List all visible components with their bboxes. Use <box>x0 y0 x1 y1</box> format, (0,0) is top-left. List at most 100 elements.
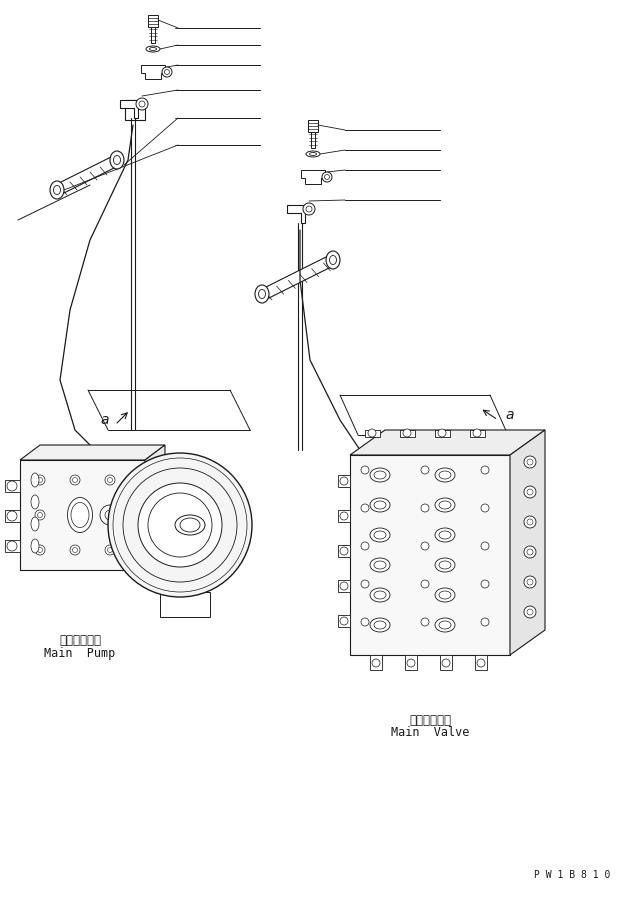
Circle shape <box>340 547 348 555</box>
Circle shape <box>306 206 312 212</box>
Ellipse shape <box>370 618 390 632</box>
Ellipse shape <box>439 621 451 629</box>
Text: Main  Pump: Main Pump <box>44 646 116 660</box>
Text: a: a <box>101 413 109 427</box>
Circle shape <box>527 459 533 465</box>
Ellipse shape <box>374 471 386 479</box>
Ellipse shape <box>374 531 386 539</box>
Circle shape <box>524 486 536 498</box>
Polygon shape <box>338 580 350 592</box>
Circle shape <box>403 429 411 437</box>
Circle shape <box>108 512 113 518</box>
Ellipse shape <box>435 528 455 542</box>
Ellipse shape <box>435 498 455 512</box>
Circle shape <box>524 456 536 468</box>
Circle shape <box>324 174 329 180</box>
Ellipse shape <box>435 558 455 572</box>
Ellipse shape <box>306 151 320 157</box>
Ellipse shape <box>175 515 205 535</box>
Circle shape <box>481 504 489 512</box>
Circle shape <box>340 617 348 625</box>
Polygon shape <box>260 255 335 300</box>
Circle shape <box>340 512 348 520</box>
Circle shape <box>105 475 115 485</box>
Ellipse shape <box>149 48 156 50</box>
Circle shape <box>7 481 17 491</box>
Circle shape <box>322 172 332 182</box>
Circle shape <box>481 542 489 550</box>
Ellipse shape <box>326 251 340 269</box>
Ellipse shape <box>439 591 451 599</box>
Circle shape <box>7 511 17 521</box>
Polygon shape <box>151 27 155 43</box>
Polygon shape <box>400 430 415 437</box>
Circle shape <box>105 510 115 520</box>
Polygon shape <box>55 155 120 195</box>
Circle shape <box>527 609 533 615</box>
Ellipse shape <box>370 468 390 482</box>
Ellipse shape <box>370 558 390 572</box>
Ellipse shape <box>435 588 455 602</box>
Ellipse shape <box>439 501 451 509</box>
Circle shape <box>38 512 42 518</box>
Ellipse shape <box>31 473 39 487</box>
Ellipse shape <box>374 621 386 629</box>
Polygon shape <box>5 480 20 492</box>
Circle shape <box>139 101 145 107</box>
Circle shape <box>136 98 148 110</box>
Circle shape <box>70 475 80 485</box>
Circle shape <box>70 510 80 520</box>
Circle shape <box>35 510 45 520</box>
Ellipse shape <box>54 185 60 194</box>
Ellipse shape <box>309 153 316 156</box>
Circle shape <box>105 545 115 555</box>
Circle shape <box>481 580 489 588</box>
Circle shape <box>38 477 42 483</box>
Circle shape <box>108 453 252 597</box>
Ellipse shape <box>439 531 451 539</box>
Circle shape <box>524 516 536 528</box>
Ellipse shape <box>374 591 386 599</box>
Circle shape <box>473 429 481 437</box>
Ellipse shape <box>255 285 269 303</box>
Polygon shape <box>141 65 165 79</box>
Circle shape <box>361 504 369 512</box>
Circle shape <box>361 580 369 588</box>
Circle shape <box>421 504 429 512</box>
Ellipse shape <box>71 503 89 528</box>
Polygon shape <box>338 475 350 487</box>
Polygon shape <box>365 430 380 437</box>
Circle shape <box>438 429 446 437</box>
Circle shape <box>421 466 429 474</box>
Ellipse shape <box>439 471 451 479</box>
Ellipse shape <box>374 501 386 509</box>
Circle shape <box>524 546 536 558</box>
Ellipse shape <box>435 468 455 482</box>
Circle shape <box>38 547 42 553</box>
Polygon shape <box>5 540 20 552</box>
Text: メインポンプ: メインポンプ <box>59 634 101 646</box>
Polygon shape <box>370 655 382 670</box>
Circle shape <box>108 477 113 483</box>
Ellipse shape <box>113 156 120 165</box>
Text: a: a <box>506 408 514 422</box>
Circle shape <box>407 659 415 667</box>
Circle shape <box>372 659 380 667</box>
Polygon shape <box>338 510 350 522</box>
Circle shape <box>524 606 536 618</box>
Circle shape <box>72 477 77 483</box>
Circle shape <box>148 493 212 557</box>
Ellipse shape <box>370 498 390 512</box>
Text: メインバルブ: メインバルブ <box>409 714 451 726</box>
Ellipse shape <box>180 518 200 532</box>
Polygon shape <box>510 430 545 655</box>
Circle shape <box>340 582 348 590</box>
Polygon shape <box>338 615 350 627</box>
Ellipse shape <box>146 46 160 52</box>
Ellipse shape <box>435 618 455 632</box>
Polygon shape <box>435 430 450 437</box>
Circle shape <box>481 618 489 626</box>
Circle shape <box>138 483 222 567</box>
Polygon shape <box>20 460 145 570</box>
Polygon shape <box>20 445 165 460</box>
